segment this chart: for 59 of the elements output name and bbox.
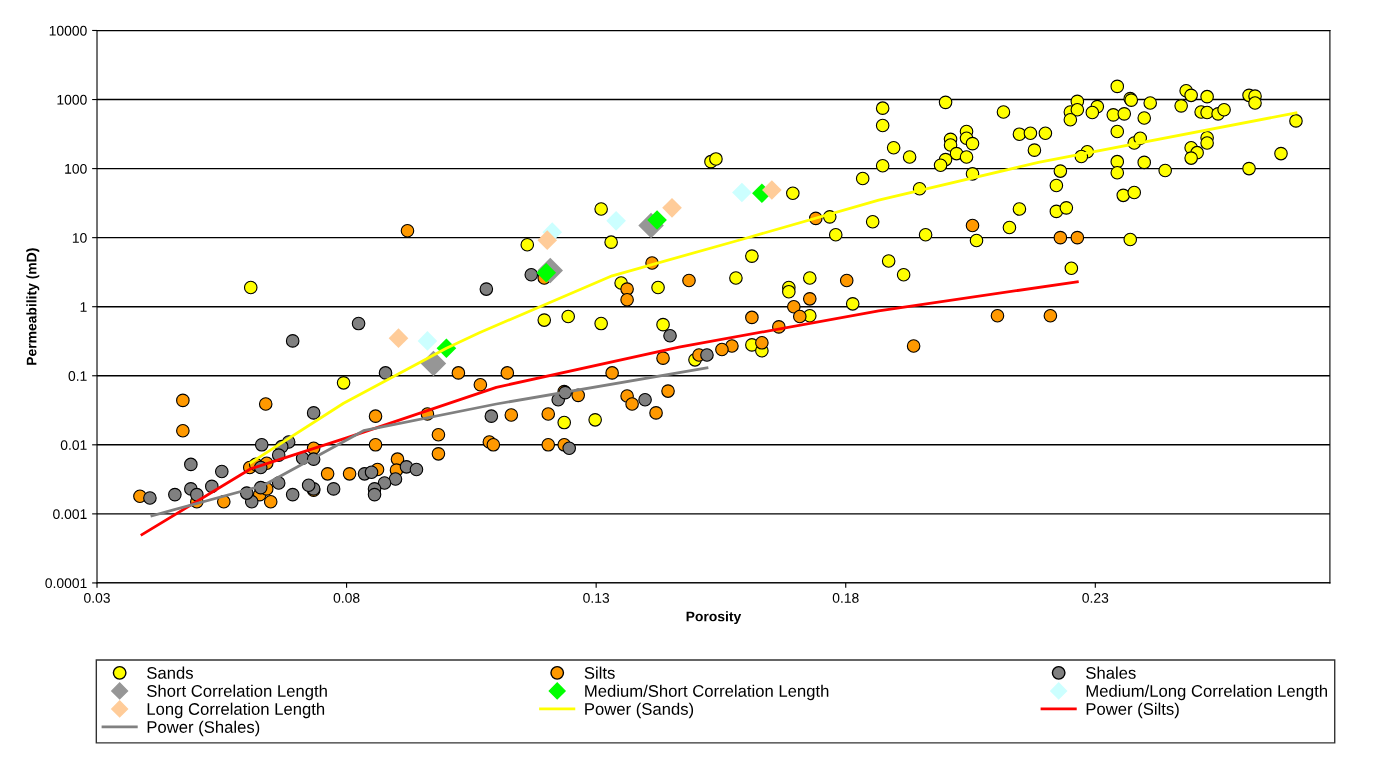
y-tick-label: 0.001 (53, 509, 87, 520)
y-axis-title: Permeability (mD) (26, 248, 40, 365)
point (378, 366, 393, 380)
y-tick-label: 0.1 (68, 371, 87, 381)
point (168, 487, 182, 502)
legend-label: Shales (1086, 666, 1136, 679)
line-series (150, 366, 709, 518)
point (377, 476, 392, 490)
point (306, 406, 321, 420)
y-tick-label: 0.01 (60, 440, 87, 450)
y-tick-label: 1000 (57, 94, 87, 105)
line-series (140, 280, 1079, 537)
point (562, 441, 577, 456)
legend-label: Medium/Long Correlation Length (1086, 684, 1327, 701)
point (484, 409, 499, 423)
point (537, 230, 558, 250)
legend-label: Medium/Short Correlation Length (585, 684, 829, 701)
point (663, 328, 677, 343)
x-tick-label: 0.13 (583, 593, 610, 603)
x-tick-label: 0.08 (333, 593, 360, 603)
legend-label: Silts (584, 666, 615, 679)
point (326, 482, 341, 496)
y-tick-label: 0.0001 (45, 578, 87, 589)
y-tick-label: 10000 (49, 25, 87, 36)
legend-label: Short Correlation Length (147, 684, 327, 701)
x-tick-label: 0.03 (84, 593, 110, 603)
point (351, 316, 366, 331)
point (732, 182, 752, 203)
point (606, 211, 626, 231)
point (254, 438, 269, 452)
y-tick-label: 100 (65, 163, 87, 174)
point (524, 267, 539, 282)
point (479, 282, 494, 296)
x-tick-label: 0.18 (832, 593, 859, 603)
point (301, 478, 316, 493)
point (417, 331, 438, 351)
legend-label: Sands (147, 666, 193, 679)
point (388, 328, 409, 349)
legend-label: Power (Silts) (1086, 702, 1179, 719)
point (662, 198, 682, 218)
point (700, 348, 714, 362)
point (184, 457, 198, 472)
point (143, 491, 157, 505)
y-tick-label: 10 (72, 232, 87, 243)
point (762, 180, 782, 200)
point (364, 465, 379, 480)
point (409, 462, 424, 477)
legend-label: Power (Sands) (585, 702, 694, 719)
point (638, 392, 652, 407)
point (367, 487, 382, 502)
legend-label: Long Correlation Length (147, 702, 325, 719)
x-tick-label: 0.23 (1082, 593, 1109, 603)
point (285, 334, 300, 348)
y-tick-label: 1 (80, 302, 87, 312)
x-axis-title: Porosity (686, 611, 742, 625)
point (388, 472, 403, 486)
point (214, 464, 229, 479)
point (285, 487, 300, 502)
legend-label: Power (Shales) (147, 720, 260, 737)
